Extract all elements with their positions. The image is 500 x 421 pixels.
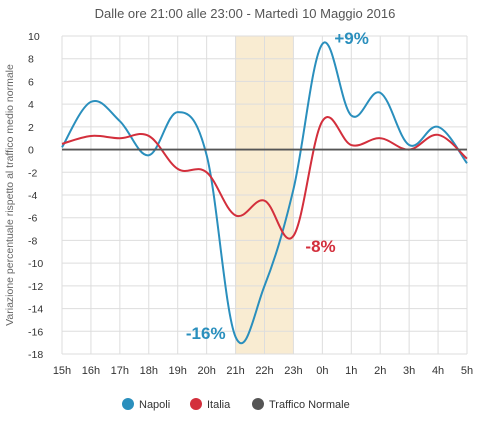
x-tick-label: 21h	[226, 365, 244, 377]
x-tick-label: 3h	[403, 365, 415, 377]
x-tick-label: 0h	[316, 365, 328, 377]
y-tick-label: 8	[28, 54, 34, 66]
series-line-napoli	[61, 41, 468, 345]
y-tick-label: -2	[28, 167, 37, 179]
y-tick-label: -12	[28, 281, 43, 293]
legend-label: Traffico Normale	[269, 399, 350, 411]
y-tick-label: 2	[28, 122, 34, 134]
x-tick-label: 19h	[169, 365, 187, 377]
y-tick-label: 4	[28, 99, 34, 111]
x-tick-label: 4h	[432, 365, 444, 377]
legend-marker	[190, 398, 202, 410]
annotation-label: -8%	[305, 237, 335, 256]
y-tick-label: -14	[28, 304, 43, 316]
x-tick-label: 22h	[255, 365, 273, 377]
legend-label: Napoli	[139, 399, 170, 411]
plot-area: 10 8 6 4 2 0 -2 -4 -6 -8 -10 -12 -14 -16 -18 15h 16h 17h 1…	[4, 29, 473, 377]
x-tick-label: 20h	[197, 365, 215, 377]
y-tick-label: -16	[28, 326, 43, 338]
series-line-italia	[61, 116, 468, 240]
x-tick-label: 17h	[111, 365, 129, 377]
x-tick-label: 16h	[82, 365, 100, 377]
y-tick-label: -8	[28, 235, 37, 247]
y-tick-label: 6	[28, 76, 34, 88]
legend-label: Italia	[207, 399, 231, 411]
y-tick-label: -18	[28, 349, 43, 361]
legend-marker	[252, 398, 264, 410]
x-tick-label: 18h	[140, 365, 158, 377]
legend-marker	[122, 398, 134, 410]
y-tick-label: 0	[28, 145, 34, 157]
x-tick-label: 5h	[461, 365, 473, 377]
annotation-label: -16%	[186, 324, 226, 343]
y-tick-label: -4	[28, 190, 37, 202]
chart-title: Dalle ore 21:00 alle 23:00 - Martedì 10 …	[95, 6, 396, 21]
x-tick-label: 15h	[53, 365, 71, 377]
x-tick-label: 2h	[374, 365, 386, 377]
annotation-label: +9%	[334, 29, 369, 48]
x-tick-label: 1h	[345, 365, 357, 377]
y-tick-label: -6	[28, 213, 37, 225]
y-tick-label: 10	[28, 31, 40, 43]
y-tick-label: -10	[28, 258, 43, 270]
y-axis-label: Variazione percentuale rispetto al traff…	[4, 64, 16, 326]
legend: Napoli Italia Traffico Normale	[122, 398, 350, 411]
x-tick-label: 23h	[284, 365, 302, 377]
